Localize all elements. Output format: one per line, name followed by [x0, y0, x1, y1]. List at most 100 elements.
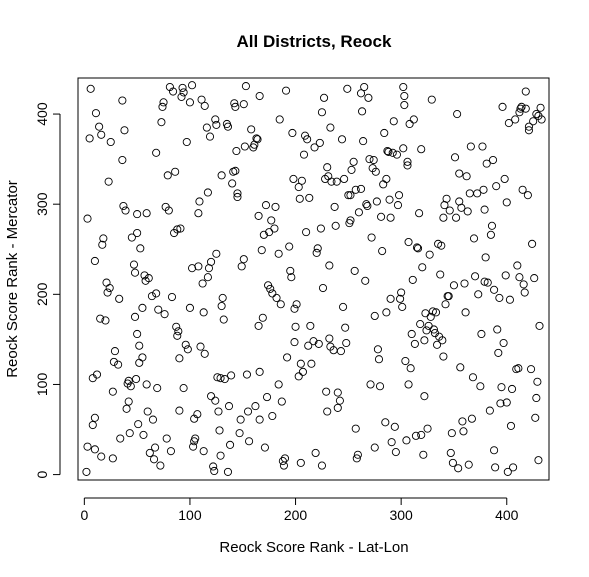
data-point	[317, 108, 326, 117]
data-point	[438, 336, 447, 345]
data-point	[457, 203, 466, 212]
data-point	[520, 288, 529, 297]
data-point	[83, 442, 92, 451]
data-point	[223, 122, 233, 131]
data-point	[292, 300, 301, 309]
data-point	[460, 279, 469, 288]
data-point	[458, 417, 467, 426]
data-point	[536, 103, 545, 112]
data-point	[402, 436, 411, 445]
data-point	[462, 172, 471, 181]
data-point	[231, 166, 240, 175]
data-point	[410, 339, 419, 348]
data-point	[408, 275, 417, 284]
data-point	[386, 294, 395, 303]
data-point	[413, 244, 423, 253]
data-point	[323, 407, 332, 416]
data-point	[132, 374, 141, 384]
data-point	[164, 206, 173, 215]
data-point	[90, 445, 99, 454]
data-point	[268, 289, 277, 298]
data-point	[252, 134, 261, 143]
data-point	[509, 463, 518, 472]
data-point	[103, 288, 112, 297]
data-point	[333, 403, 342, 412]
data-point	[343, 84, 352, 93]
data-point	[290, 338, 299, 347]
data-point	[152, 148, 161, 157]
data-point	[98, 240, 107, 249]
data-point	[382, 308, 391, 317]
data-point	[310, 143, 319, 152]
data-point	[167, 292, 177, 302]
data-point	[223, 467, 233, 476]
plot-frame	[77, 77, 550, 481]
data-point	[448, 458, 457, 467]
data-point	[354, 208, 363, 217]
data-point	[138, 303, 147, 312]
data-point	[242, 370, 252, 379]
data-point	[405, 119, 414, 129]
data-point	[393, 201, 403, 210]
data-point	[505, 295, 514, 304]
data-point	[371, 167, 380, 176]
data-point	[177, 92, 186, 101]
data-point	[92, 370, 102, 379]
data-point	[481, 253, 490, 262]
data-points	[82, 81, 546, 476]
data-point	[259, 230, 268, 239]
data-point	[199, 308, 208, 317]
data-point	[403, 161, 412, 170]
data-point	[159, 98, 168, 107]
data-point	[179, 384, 188, 393]
data-point	[239, 255, 248, 264]
data-point	[529, 117, 538, 126]
data-point	[337, 135, 347, 144]
data-point	[459, 427, 468, 436]
data-point	[239, 100, 248, 109]
data-point	[494, 348, 503, 357]
data-point	[427, 95, 436, 104]
data-point	[391, 448, 400, 457]
data-point	[523, 191, 532, 200]
data-point	[199, 447, 208, 456]
data-point	[240, 142, 249, 151]
data-point	[370, 443, 379, 452]
data-point	[272, 293, 281, 302]
data-point	[428, 307, 437, 316]
data-point	[511, 115, 520, 124]
x-tick-label: 0	[80, 507, 88, 523]
data-point	[441, 300, 450, 309]
data-point	[118, 96, 127, 105]
data-point	[382, 174, 391, 184]
data-point	[198, 279, 207, 288]
data-point	[185, 98, 194, 107]
data-point	[207, 257, 216, 266]
data-point	[303, 135, 312, 144]
data-point	[291, 322, 300, 331]
x-axis: 0 100 200 300 400	[80, 497, 519, 523]
data-point	[97, 452, 106, 461]
data-point	[257, 246, 266, 255]
data-point	[209, 462, 218, 471]
data-point	[497, 383, 506, 392]
data-point	[115, 294, 124, 303]
data-point	[456, 363, 465, 372]
data-point	[346, 216, 355, 225]
data-point	[353, 450, 362, 459]
data-point	[389, 117, 398, 126]
data-point	[339, 302, 348, 311]
data-point	[519, 280, 528, 289]
data-point	[313, 244, 322, 253]
data-point	[286, 266, 295, 275]
data-point	[490, 285, 499, 294]
data-point	[147, 292, 156, 301]
x-tick-label: 400	[495, 507, 519, 523]
data-point	[228, 179, 237, 188]
data-point	[515, 108, 524, 117]
data-point	[403, 157, 412, 166]
data-point	[426, 312, 435, 321]
data-point	[429, 325, 438, 334]
data-point	[504, 119, 513, 128]
data-point	[145, 448, 154, 458]
